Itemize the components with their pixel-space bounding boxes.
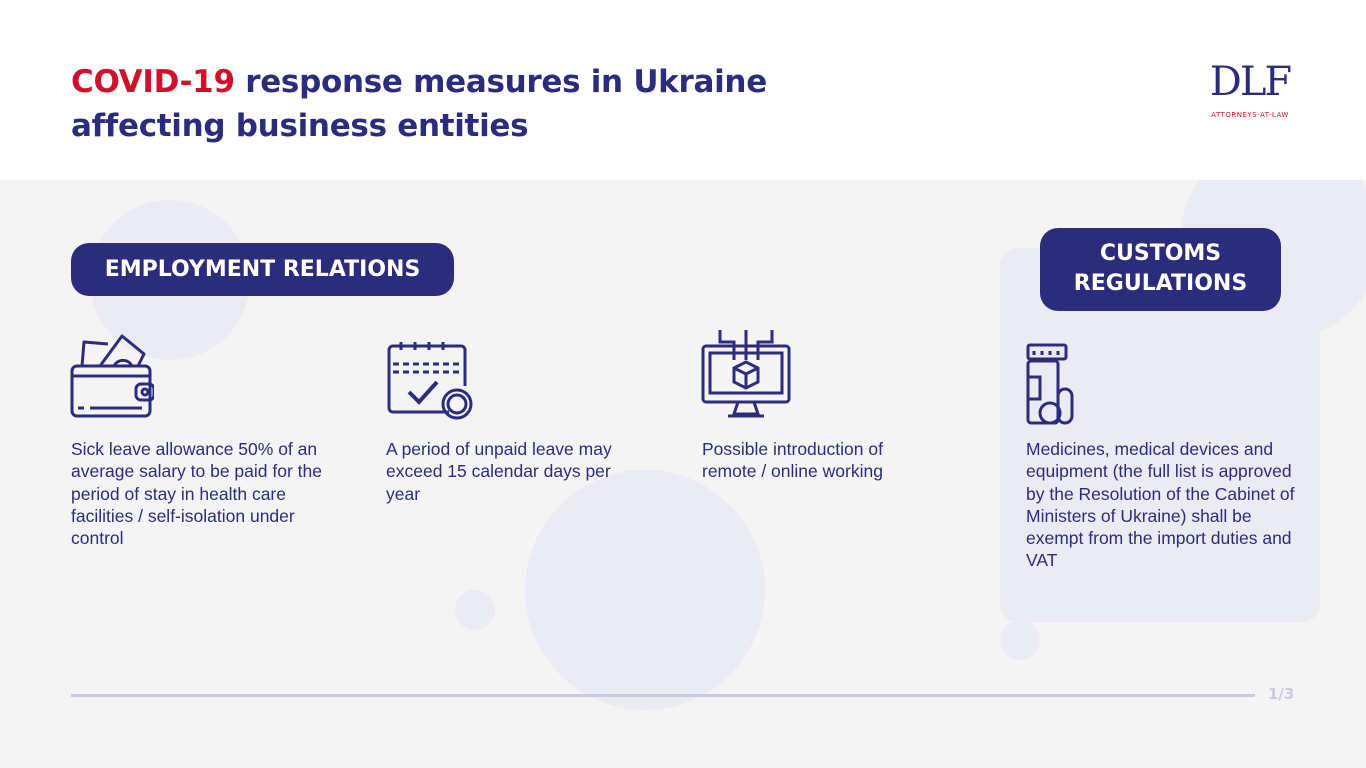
page-title: COVID-19 response measures in Ukraine af… [71, 60, 767, 148]
progress-divider [71, 694, 1255, 697]
customs-label-1: CUSTOMS [1099, 241, 1222, 266]
medicine-bottle-icon [1026, 343, 1074, 425]
computer-box-icon [701, 330, 791, 418]
sick-leave-text: Sick leave allowance 50% of an average s… [71, 439, 322, 549]
virus-decoration [455, 590, 495, 630]
virus-decoration [525, 470, 765, 710]
title-highlight: COVID-19 [71, 64, 235, 100]
slide-body: EMPLOYMENT RELATIONS CUSTOMS REGULATIONS… [0, 180, 1366, 768]
virus-decoration [1000, 620, 1040, 660]
customs-exemption-text: Medicines, medical devices and equipment… [1026, 439, 1295, 571]
customs-label-2: REGULATIONS [1073, 271, 1248, 296]
title-rest: response measures in Ukraine [234, 64, 767, 100]
logo-subtitle: ATTORNEYS-AT-LAW [1211, 111, 1289, 119]
wallet-icon [70, 334, 154, 418]
dlf-logo: DLF ATTORNEYS-AT-LAW [1190, 58, 1310, 128]
employment-relations-heading: EMPLOYMENT RELATIONS [71, 243, 454, 296]
calendar-check-icon [387, 342, 473, 420]
logo-mark: DLF [1209, 59, 1292, 105]
title-line2: affecting business entities [71, 108, 529, 144]
customs-regulations-heading: CUSTOMS REGULATIONS [1040, 228, 1281, 311]
slide-header: COVID-19 response measures in Ukraine af… [0, 0, 1366, 180]
unpaid-leave-text: A period of unpaid leave may exceed 15 c… [386, 439, 612, 504]
remote-working-text: Possible introduction of remote / online… [702, 439, 883, 482]
page-number: 1/3 [1268, 685, 1295, 703]
